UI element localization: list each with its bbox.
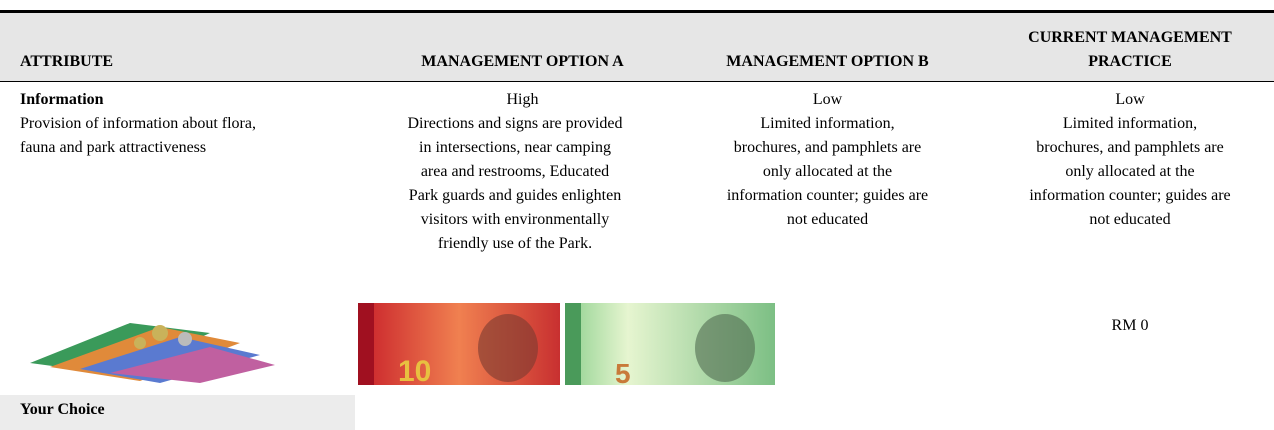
svg-text:5: 5 (615, 358, 631, 385)
cell: Low (1115, 91, 1145, 108)
text-line: information counter; guides are (1029, 187, 1231, 204)
text-line: area and restrooms, Educated (420, 163, 610, 180)
text-line: brochures, and pamphlets are (1036, 139, 1224, 156)
header-band (0, 13, 1274, 81)
text-line: only allocated at the (1065, 163, 1195, 180)
header-cell: MANAGEMENT OPTION A (421, 53, 624, 70)
text-line: visitors with environmentally (420, 211, 610, 228)
banknote-red: 10 (358, 303, 560, 385)
header-cell: CURRENT MANAGEMENT PRACTICE (1028, 29, 1232, 70)
text-line: fauna and park attractiveness (20, 139, 207, 156)
cell-lines: Provision of information about flora, fau… (20, 112, 256, 160)
cell: RM 0 (1111, 317, 1149, 334)
banknote-green: 5 (565, 303, 775, 385)
row-label: Your Choice (20, 401, 105, 418)
text-line: in intersections, near camping (419, 139, 611, 156)
header-rule (0, 81, 1274, 82)
text-line: Limited information, (1062, 115, 1198, 132)
text-line: only allocated at the (762, 163, 893, 180)
header-cell: MANAGEMENT OPTION B (726, 53, 929, 70)
text-line: Provision of information about flora, (20, 115, 256, 132)
text-line: Park guards and guides enlighten (408, 187, 622, 204)
text-line: not educated (786, 211, 869, 228)
cell: High (506, 91, 539, 108)
row-label: Information (20, 91, 104, 108)
svg-text:10: 10 (398, 355, 431, 385)
cell-lines: Limited information, brochures, and pamph… (985, 112, 1274, 232)
cell-lines: Directions and signs are provided in inte… (355, 112, 675, 256)
text-line: Directions and signs are provided (407, 115, 623, 132)
text-line: information counter; guides are (726, 187, 929, 204)
top-rule (0, 10, 1274, 13)
cell-lines: Limited information, brochures, and pamph… (675, 112, 980, 232)
money-image (10, 303, 295, 385)
text-line: friendly use of the Park. (437, 235, 593, 252)
text-line: brochures, and pamphlets are (733, 139, 922, 156)
text-line: Limited information, (760, 115, 895, 132)
text-line: not educated (1089, 211, 1171, 228)
header-cell: ATTRIBUTE (20, 53, 114, 70)
choice-band (0, 395, 355, 430)
cell: Low (812, 91, 843, 108)
